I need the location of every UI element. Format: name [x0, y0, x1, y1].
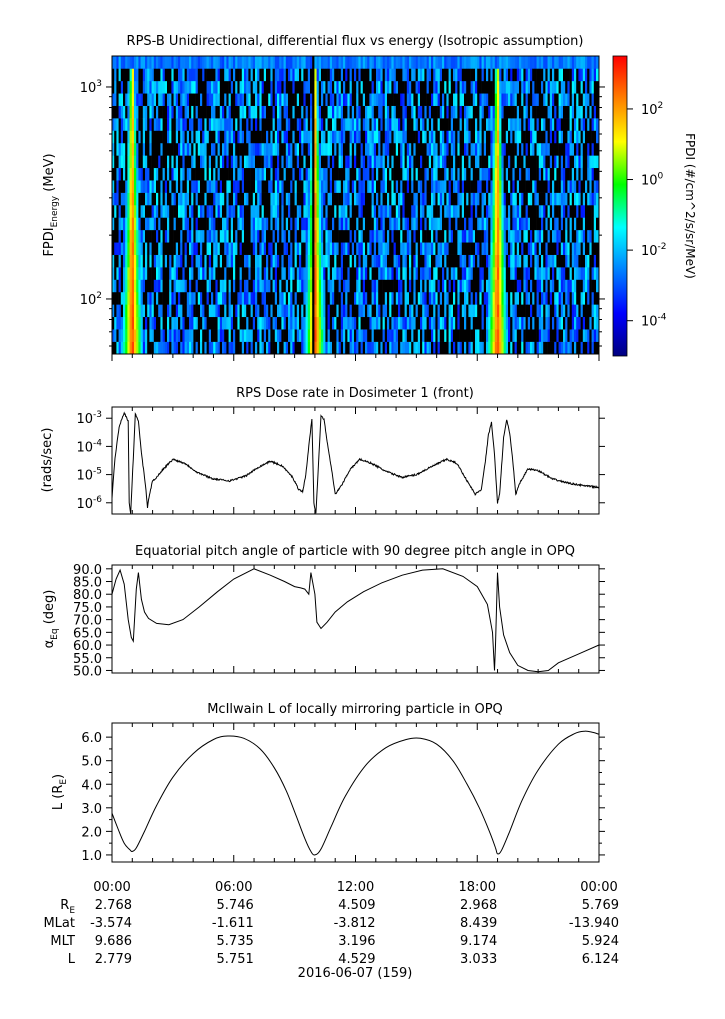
pitch-angle-y-axis: 50.055.060.065.070.075.080.085.090.0 [73, 563, 605, 679]
ephemeris-row-label: MLat [43, 916, 75, 931]
y-tick-label: 10-4 [76, 438, 102, 455]
colorbar-tick-label: 10-4 [641, 313, 667, 330]
mcilwain-l-y-axis: 1.0 2.0 3.0 4.0 5.0 6.0 [81, 731, 605, 864]
ephemeris-value: 9.686 [95, 934, 132, 949]
spectrogram-x-ticks [111, 354, 600, 361]
ephemeris-value: 5.769 [582, 898, 619, 913]
pitch-angle-title: Equatorial pitch angle of particle with … [135, 544, 575, 559]
colorbar [612, 55, 628, 357]
ephemeris-value: -3.812 [334, 916, 376, 931]
y-tick-label: 10-3 [76, 410, 102, 427]
dose-rate-y-axis: 10-3 10-4 10-5 10-6 [76, 410, 605, 512]
ephemeris-row-label: RE [60, 898, 75, 916]
dose-rate-y-label: (rads/sec) [40, 428, 55, 493]
y-tick-label: 55.0 [73, 652, 102, 667]
ephemeris-value: 8.439 [460, 916, 497, 931]
y-tick-label: 3.0 [81, 802, 102, 817]
ephemeris-value: -1.611 [212, 916, 254, 931]
y-tick-label: 80.0 [73, 588, 102, 603]
mcilwain-l-x-ticks [111, 723, 600, 862]
date-label: 2016-06-07 (159) [298, 966, 413, 981]
ephemeris-value: -13.940 [569, 916, 619, 931]
pitch-angle-panel: Equatorial pitch angle of particle with … [42, 544, 605, 679]
ephemeris-value: 2.968 [460, 898, 497, 913]
ephemeris-row-label: MLT [50, 934, 75, 949]
ephemeris-value: 5.751 [217, 952, 254, 967]
x-tick-label: 12:00 [337, 880, 374, 895]
dose-rate-title: RPS Dose rate in Dosimeter 1 (front) [236, 386, 474, 401]
ephemeris-value: 2.768 [95, 898, 132, 913]
y-tick-label: 10-5 [76, 467, 102, 484]
dose-rate-frame [111, 406, 600, 515]
y-tick-label: 65.0 [73, 626, 102, 641]
ephemeris-value: 5.735 [217, 934, 254, 949]
y-tick-label: 2.0 [81, 825, 102, 840]
dose-rate-x-ticks [111, 407, 600, 514]
y-tick-label: 85.0 [73, 576, 102, 591]
ephemeris-value: 4.509 [338, 898, 375, 913]
dose-rate-panel: RPS Dose rate in Dosimeter 1 (front) 10-… [40, 386, 605, 515]
colorbar-ticks: 102 100 10-2 10-4 [627, 101, 667, 330]
pitch-angle-frame [111, 564, 600, 674]
ephemeris-value: 2.779 [95, 952, 132, 967]
ephemeris-table: RE 2.768 5.746 4.509 2.968 5.769 MLat -3.574 -1.… [43, 898, 619, 967]
mcilwain-l-y-label: L (RE) [51, 774, 69, 810]
y-tick-label: 75.0 [73, 601, 102, 616]
y-tick-label: 50.0 [73, 664, 102, 679]
ephemeris-value: 9.174 [460, 934, 497, 949]
x-tick-label: 18:00 [459, 880, 496, 895]
y-tick-label: 90.0 [73, 563, 102, 578]
spectrogram-cells [112, 56, 599, 355]
x-tick-label: 06:00 [215, 880, 252, 895]
pitch-angle-y-label: αEq (deg) [42, 590, 60, 649]
y-tick-label: 5.0 [81, 755, 102, 770]
mcilwain-l-title: McIlwain L of locally mirroring particle… [207, 702, 503, 717]
ephemeris-row-label: L [68, 952, 76, 967]
y-tick-label: 103 [80, 79, 102, 96]
x-tick-label: 00:00 [93, 880, 130, 895]
colorbar-label: FPDI (#/cm^2/s/sr/MeV) [683, 133, 697, 279]
ephemeris-value: 5.924 [582, 934, 619, 949]
colorbar-tick-label: 102 [641, 101, 663, 118]
y-tick-label: 10-6 [76, 495, 102, 512]
y-tick-label: 102 [80, 291, 102, 308]
ephemeris-value: -3.574 [90, 916, 132, 931]
ephemeris-value: 3.033 [460, 952, 497, 967]
y-tick-label: 1.0 [81, 849, 102, 864]
y-tick-label: 6.0 [81, 731, 102, 746]
colorbar-tick-label: 100 [641, 172, 664, 189]
time-axis-labels: 00:00 06:00 12:00 18:00 00:00 [93, 880, 617, 895]
x-tick-label: 00:00 [580, 880, 617, 895]
spectrogram-y-label: FPDIEnergy (MeV) [42, 153, 60, 256]
spectrogram-title: RPS-B Unidirectional, differential flux … [127, 34, 584, 49]
ephemeris-value: 5.746 [217, 898, 254, 913]
y-tick-label: 70.0 [73, 614, 102, 629]
dose-rate-series-line [111, 411, 600, 514]
spectrogram-y-axis: 102 103 [80, 79, 605, 347]
mcilwain-l-series-line [111, 730, 600, 856]
mcilwain-l-panel: McIlwain L of locally mirroring particle… [51, 702, 605, 864]
pitch-angle-x-ticks [111, 565, 600, 673]
spectrogram-panel: RPS-B Unidirectional, differential flux … [42, 34, 697, 361]
y-tick-label: 60.0 [73, 639, 102, 654]
ephemeris-value: 4.529 [338, 952, 375, 967]
y-tick-label: 4.0 [81, 778, 102, 793]
ephemeris-value: 6.124 [582, 952, 619, 967]
colorbar-tick-label: 10-2 [641, 242, 667, 259]
ephemeris-value: 3.196 [338, 934, 375, 949]
pitch-angle-series-line [111, 568, 600, 673]
